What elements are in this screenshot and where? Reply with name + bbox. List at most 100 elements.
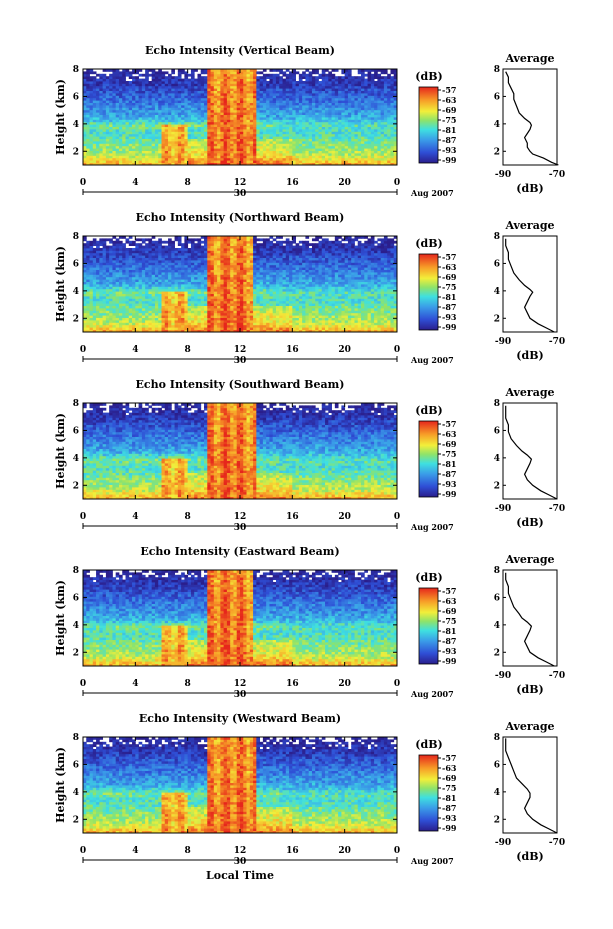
heatmap-cell <box>164 310 169 314</box>
heatmap-cell <box>207 81 211 84</box>
heatmap-cell <box>387 109 391 113</box>
heatmap-cell <box>367 97 372 101</box>
heatmap-cell <box>223 141 228 144</box>
heatmap-cell <box>357 71 362 75</box>
heatmap-cell <box>118 276 123 280</box>
heatmap-cell <box>181 250 185 254</box>
heatmap-cell <box>328 105 332 108</box>
heatmap-cell <box>370 85 375 89</box>
heatmap-cell <box>194 157 198 161</box>
heatmap-cell <box>200 105 205 108</box>
heatmap-cell <box>269 131 274 135</box>
heatmap-cell <box>99 305 104 309</box>
heatmap-cell <box>256 88 261 91</box>
heatmap-cell <box>177 97 182 101</box>
heatmap-cell <box>380 76 385 79</box>
heatmap-cell <box>308 102 313 106</box>
heatmap-cell <box>89 141 94 144</box>
heatmap-cell <box>325 107 329 111</box>
heatmap-cell <box>83 71 87 75</box>
heatmap-cell <box>230 97 234 101</box>
heatmap-cell <box>83 136 87 139</box>
heatmap-cell <box>174 83 179 87</box>
heatmap-cell <box>135 85 139 89</box>
heatmap-cell <box>122 284 126 287</box>
heatmap-cell <box>83 83 87 87</box>
heatmap-cell <box>154 260 159 263</box>
heatmap-cell <box>99 85 104 89</box>
heatmap-cell <box>272 112 277 115</box>
heatmap-cell <box>347 148 352 151</box>
heatmap-cell <box>256 157 261 161</box>
heatmap-cell <box>357 114 362 118</box>
heatmap-cell <box>357 131 362 135</box>
heatmap-cell <box>361 97 365 101</box>
heatmap-cell <box>154 131 159 135</box>
heatmap-cell <box>279 78 283 82</box>
heatmap-cell <box>253 150 257 154</box>
heatmap-cell <box>190 78 195 82</box>
heatmap-cell <box>145 322 149 326</box>
heatmap-cell <box>262 83 267 87</box>
heatmap-cell <box>194 162 198 166</box>
heatmap-cell <box>243 131 247 135</box>
heatmap-cell <box>236 109 241 113</box>
heatmap-cell <box>135 162 139 166</box>
heatmap-cell <box>125 267 130 270</box>
heatmap-cell <box>377 141 382 144</box>
heatmap-cell <box>171 327 175 330</box>
heatmap-cell <box>168 97 172 101</box>
heatmap-cell <box>102 100 107 103</box>
heatmap-cell <box>351 148 355 151</box>
heatmap-cell <box>158 303 162 306</box>
heatmap-cell <box>338 131 342 135</box>
heatmap-cell <box>236 95 241 99</box>
heatmap-cell <box>377 121 382 125</box>
heatmap-cell <box>148 303 153 306</box>
heatmap-cell <box>125 138 130 142</box>
heatmap-cell <box>161 138 166 142</box>
heatmap-cell <box>181 83 185 87</box>
heatmap-cell <box>187 148 192 151</box>
heatmap-cell <box>151 107 156 111</box>
heatmap-cell <box>204 141 208 144</box>
heatmap-cell <box>92 243 97 246</box>
heatmap-cell <box>99 308 104 311</box>
heatmap-cell <box>256 150 261 154</box>
heatmap-cell <box>89 107 94 111</box>
heatmap-cell <box>132 76 136 79</box>
heatmap-cell <box>262 117 267 120</box>
heatmap-cell <box>125 300 130 304</box>
heatmap-cell <box>138 81 143 84</box>
xtick-label: 0 <box>80 178 86 188</box>
heatmap-cell <box>125 112 130 115</box>
heatmap-cell <box>161 109 166 113</box>
heatmap-cell <box>370 88 375 91</box>
heatmap-cell <box>383 76 388 79</box>
heatmap-cell <box>204 93 208 96</box>
heatmap-cell <box>357 105 362 108</box>
heatmap-cell <box>387 124 391 127</box>
heatmap-cell <box>96 95 100 99</box>
heatmap-cell <box>292 162 296 166</box>
heatmap-cell <box>331 69 336 72</box>
heatmap-cell <box>132 327 136 330</box>
heatmap-cell <box>161 305 166 309</box>
heatmap-cell <box>86 162 90 166</box>
heatmap-cell <box>105 157 110 161</box>
heatmap-cell <box>311 157 316 161</box>
heatmap-cell <box>96 160 100 163</box>
heatmap-cell <box>83 293 87 297</box>
heatmap-cell <box>92 252 97 256</box>
heatmap-cell <box>118 121 123 125</box>
heatmap-cell <box>181 252 185 256</box>
heatmap-cell <box>292 78 296 82</box>
heatmap-cell <box>361 73 365 77</box>
heatmap-cell <box>99 73 104 77</box>
heatmap-cell <box>145 250 149 254</box>
heatmap-cell <box>223 73 228 77</box>
heatmap-cell <box>341 76 346 79</box>
heatmap-cell <box>321 131 326 135</box>
heatmap-cell <box>151 78 156 82</box>
